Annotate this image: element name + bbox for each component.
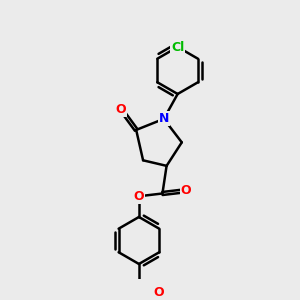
Text: Cl: Cl [171, 40, 184, 53]
Text: O: O [134, 190, 144, 203]
Text: N: N [159, 112, 169, 125]
Text: O: O [153, 286, 164, 299]
Text: O: O [181, 184, 191, 197]
Text: O: O [116, 103, 126, 116]
